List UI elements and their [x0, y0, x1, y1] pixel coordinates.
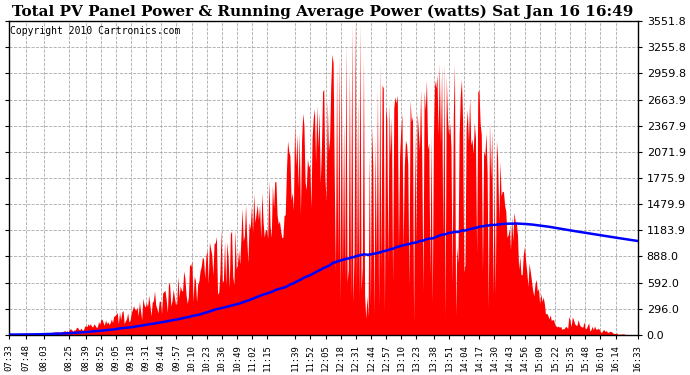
Text: Copyright 2010 Cartronics.com: Copyright 2010 Cartronics.com — [10, 26, 180, 36]
Title: Total PV Panel Power & Running Average Power (watts) Sat Jan 16 16:49: Total PV Panel Power & Running Average P… — [12, 4, 634, 18]
